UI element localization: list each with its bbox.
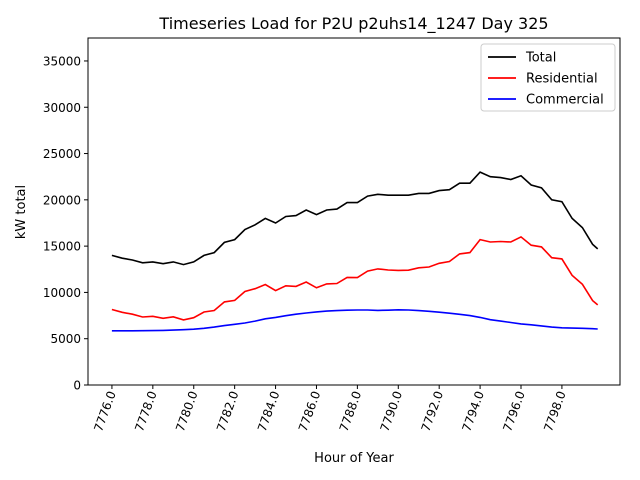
y-tick-label: 20000 [43,193,81,207]
axes-frame [87,37,621,386]
x-tick-label: 7784.0 [255,389,283,433]
series-line-commercial [111,308,598,332]
x-tick-label: 7798.0 [541,389,569,433]
x-tick-label: 7792.0 [418,389,446,433]
x-tick-label: 7780.0 [173,389,201,433]
plot-area: 7776.0 7778.0 7780.0 7782.0 7784.0 7786.0 7788… [43,37,621,433]
y-axis-label: kW total [14,185,29,239]
x-tick-label: 7788.0 [337,389,365,433]
legend-label: Total [525,51,556,66]
legend-label: Commercial [526,93,604,108]
y-tick-label: 25000 [43,147,81,161]
y-tick-label: 5000 [50,332,81,346]
chart-title: Timeseries Load for P2U p2uhs14_1247 Day… [158,14,548,34]
x-tick-label: 7776.0 [91,389,119,433]
series-line-total [111,171,599,266]
x-tick-label: 7794.0 [459,389,487,433]
y-tick-label: 0 [73,379,81,393]
x-tick-label: 7778.0 [132,389,160,433]
y-tick-label: 30000 [43,101,81,115]
legend-box [480,43,616,112]
x-tick-label: 7790.0 [378,389,406,433]
y-tick-label: 15000 [43,240,81,254]
y-tick-label: 35000 [43,54,81,68]
x-tick-label: 7782.0 [214,389,242,433]
x-axis-label: Hour of Year [314,451,394,466]
x-tick-label: 7796.0 [500,389,528,433]
y-tick-label: 10000 [43,286,81,300]
legend-label: Residential [526,72,598,87]
series-line-residential [111,235,599,321]
legend: Total Residential Commercial [480,43,616,112]
x-tick-label: 7786.0 [296,389,324,433]
